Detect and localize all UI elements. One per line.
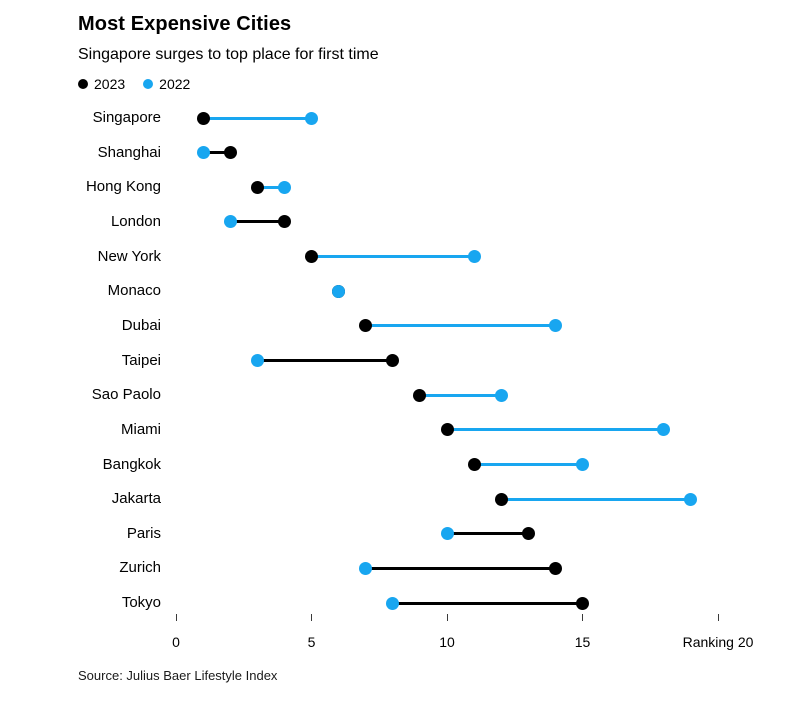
connector-line-taipei — [257, 359, 393, 363]
city-label-miami: Miami — [121, 420, 161, 438]
dot-2023-miami — [440, 423, 454, 437]
dot-2022-paris — [440, 527, 454, 541]
dot-2022-taipei — [250, 354, 264, 368]
x-axis-tick-mark-5 — [311, 614, 312, 621]
dot-2022-sao-paolo — [494, 388, 508, 402]
legend-label-2023: 2023 — [94, 76, 126, 92]
dot-2023-dubai — [359, 319, 373, 333]
city-label-zurich: Zurich — [119, 559, 161, 577]
connector-line-shanghai — [203, 151, 231, 155]
dot-2023-paris — [521, 527, 535, 541]
legend-dot-2022-icon — [143, 79, 154, 89]
dot-2022-miami — [657, 423, 671, 437]
chart-legend: 2023 2022 — [78, 76, 190, 92]
dot-2023-new-york — [305, 250, 318, 264]
connector-line-zurich — [365, 566, 556, 570]
x-axis-tick-label-15: 15 — [574, 634, 591, 650]
x-axis-tick-label-10: 10 — [439, 634, 455, 650]
dot-2022-london — [223, 215, 237, 229]
connector-line-sao-paolo — [419, 393, 502, 397]
city-label-hong-kong: Hong Kong — [85, 178, 161, 196]
city-label-taipei: Taipei — [121, 351, 161, 369]
x-axis-tick-label-0: 0 — [172, 634, 180, 650]
city-label-paris: Paris — [126, 524, 161, 542]
legend-label-2022: 2022 — [159, 76, 191, 92]
city-label-bangkok: Bangkok — [102, 455, 161, 473]
city-label-jakarta: Jakarta — [111, 490, 161, 508]
dot-2023-hong-kong — [250, 180, 264, 194]
dot-2023-jakarta — [494, 492, 508, 506]
legend-dot-2023-icon — [78, 79, 88, 89]
city-label-tokyo: Tokyo — [121, 594, 161, 612]
connector-line-tokyo — [392, 601, 583, 605]
dot-2022-monaco — [332, 284, 346, 298]
dot-2022-dubai — [548, 319, 562, 333]
connector-line-paris — [447, 532, 529, 536]
connector-line-hong-kong — [257, 185, 285, 189]
dot-2023-bangkok — [467, 458, 481, 471]
city-label-new-york: New York — [97, 247, 161, 265]
connector-line-new-york — [311, 255, 475, 259]
dot-2022-new-york — [467, 250, 481, 264]
connector-line-miami — [447, 428, 664, 432]
dot-2022-shanghai — [196, 146, 210, 160]
city-label-sao-paolo: Sao Paolo — [91, 386, 161, 404]
connector-line-dubai — [365, 324, 556, 328]
x-axis-tick-mark-10 — [446, 614, 448, 621]
x-axis-tick-label-20: Ranking 20 — [682, 634, 754, 650]
city-label-shanghai: Shanghai — [97, 143, 161, 161]
x-axis-tick-mark-20 — [717, 614, 719, 621]
connector-line-london — [230, 220, 285, 224]
city-label-london: London — [110, 212, 161, 230]
connector-line-jakarta — [501, 497, 691, 501]
x-axis-tick-label-5: 5 — [307, 634, 316, 650]
connector-line-bangkok — [474, 463, 583, 466]
dot-2023-london — [277, 215, 291, 229]
dot-2023-zurich — [548, 561, 562, 575]
legend-item-2022: 2022 — [143, 76, 190, 92]
dot-2023-singapore — [196, 111, 210, 125]
dot-2022-tokyo — [386, 596, 400, 610]
chart-subtitle: Singapore surges to top place for first … — [78, 46, 379, 63]
city-label-monaco: Monaco — [107, 282, 161, 300]
x-axis-tick-mark-15 — [582, 614, 583, 621]
dot-2022-bangkok — [576, 458, 589, 471]
city-label-dubai: Dubai — [121, 316, 161, 334]
dot-2023-taipei — [386, 354, 400, 368]
legend-item-2023: 2023 — [78, 76, 125, 92]
connector-line-singapore — [203, 116, 312, 120]
dot-2023-tokyo — [576, 596, 589, 610]
chart-title: Most Expensive Cities — [78, 13, 292, 35]
dot-2022-singapore — [305, 111, 318, 125]
dot-2023-shanghai — [223, 146, 237, 160]
dot-2022-zurich — [359, 561, 373, 575]
dot-2023-sao-paolo — [413, 388, 427, 402]
dot-2022-hong-kong — [277, 180, 291, 194]
dot-2022-jakarta — [684, 492, 698, 506]
city-label-singapore: Singapore — [92, 109, 161, 126]
x-axis-tick-mark-0 — [175, 614, 177, 621]
source-note: Source: Julius Baer Lifestyle Index — [78, 668, 278, 683]
